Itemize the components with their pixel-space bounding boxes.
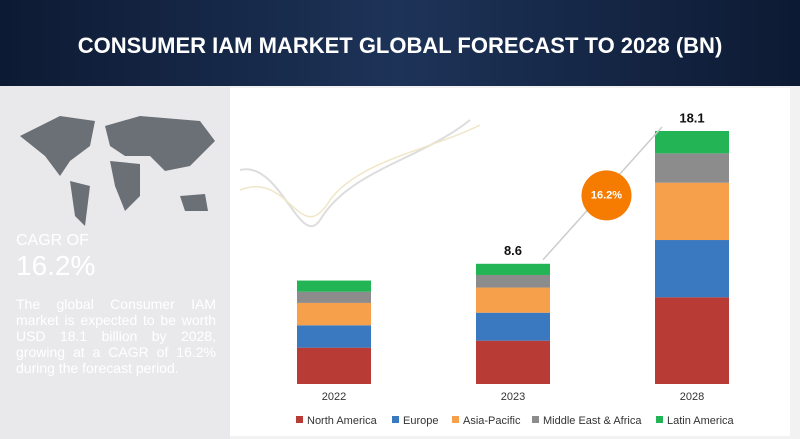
bar-segment <box>297 291 371 303</box>
world-map <box>20 116 215 226</box>
legend-swatch <box>532 416 539 423</box>
legend-swatch <box>452 416 459 423</box>
total-label: 18.1 <box>679 110 704 125</box>
total-label: 8.6 <box>504 243 522 258</box>
bar-segment <box>297 302 371 326</box>
decoration <box>239 124 481 218</box>
cagr-label: 16.2% <box>591 189 622 201</box>
bar-segment <box>476 274 550 288</box>
legend-label: Latin America <box>667 415 735 427</box>
legend-swatch <box>392 416 399 423</box>
bar-segment <box>476 340 550 384</box>
bar-segment <box>476 287 550 313</box>
bar-segment <box>655 240 729 298</box>
legend-label: North America <box>307 415 378 427</box>
cagr-value: 16.2% <box>16 250 96 281</box>
x-tick-label: 2028 <box>680 391 704 403</box>
legend-label: Europe <box>403 415 438 427</box>
decoration <box>239 119 471 228</box>
header <box>0 0 800 86</box>
bar-segment <box>297 325 371 348</box>
bar-segment <box>655 182 729 241</box>
description: The global Consumer IAM market is expect… <box>16 296 216 376</box>
side-panel: CAGR OF 16.2% The global Consumer IAM ma… <box>0 86 230 439</box>
bar-segment <box>655 153 729 183</box>
bar-segment <box>655 131 729 154</box>
x-tick-label: 2022 <box>322 391 346 403</box>
bar-segment <box>297 347 371 384</box>
legend-label: Asia-Pacific <box>463 415 521 427</box>
x-tick-label: 2023 <box>501 391 525 403</box>
legend-swatch <box>296 416 303 423</box>
legend-swatch <box>656 416 663 423</box>
cagr-badge <box>581 170 632 221</box>
cagr-heading: CAGR OF <box>16 232 89 249</box>
bar-segment <box>655 297 729 384</box>
bar-segment <box>476 263 550 275</box>
bar-segment <box>476 312 550 341</box>
bar-segment <box>297 280 371 292</box>
legend-label: Middle East & Africa <box>543 415 642 427</box>
chart-title: CONSUMER IAM MARKET GLOBAL FORECAST TO 2… <box>77 33 723 58</box>
